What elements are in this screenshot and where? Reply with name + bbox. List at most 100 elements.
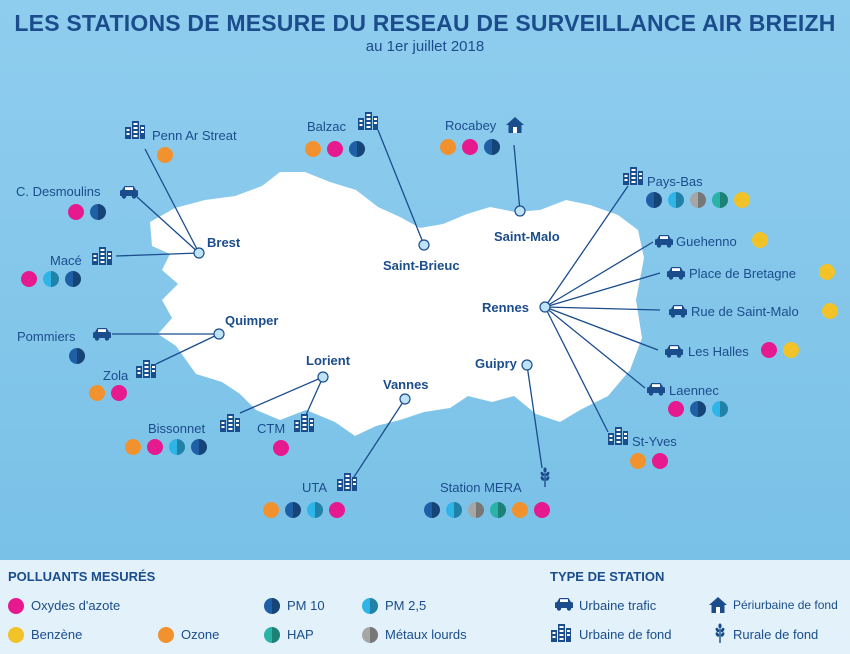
city-dot-quimper [213, 328, 225, 340]
city-label-guipry: Guipry [475, 356, 517, 371]
pollutant-dot-nox-station-mera [534, 502, 550, 518]
pollutant-dot-hap-legend [264, 627, 280, 643]
legend-label-periurbaine-fond: Périurbaine de fond [733, 598, 838, 612]
pollutant-dot-pm10-bissonnet [191, 439, 207, 455]
city-dot-saint-brieuc [418, 239, 430, 251]
pollutant-dot-nox-c-desmoulins [68, 204, 84, 220]
pollutant-dot-hap-pays-bas [712, 192, 728, 208]
city-dot-guipry [521, 359, 533, 371]
pollutant-dot-pm10-legend [264, 598, 280, 614]
legend-label-benzene: Benzène [31, 627, 83, 642]
station-label-pays-bas: Pays-Bas [647, 174, 703, 189]
station-label-place-de-bretagne: Place de Bretagne [689, 266, 796, 281]
map-title: LES STATIONS DE MESURE DU RESEAU DE SURV… [14, 10, 836, 36]
wheat-icon [714, 623, 726, 643]
legend-label-urbaine-trafic: Urbaine trafic [579, 598, 657, 613]
pollutant-dot-benzene-place-de-bretagne [819, 264, 835, 280]
pollutant-dot-metaux-legend [362, 627, 378, 643]
pollutant-dot-benzene-legend [8, 627, 24, 643]
pollutant-dot-ozone-st-yves [630, 453, 646, 469]
city-label-lorient: Lorient [306, 353, 351, 368]
legend-pollutants-title: POLLUANTS MESURÉS [8, 569, 156, 584]
pollutant-dot-ozone-bissonnet [125, 439, 141, 455]
city-dot-rennes [539, 301, 551, 313]
city-label-quimper: Quimper [225, 313, 279, 328]
pollutant-dot-ozone-balzac [305, 141, 321, 157]
legend-label-urbaine-fond: Urbaine de fond [579, 627, 672, 642]
pollutant-dot-benzene-guehenno [752, 232, 768, 248]
legend-label-nox: Oxydes d'azote [31, 598, 121, 613]
brittany-landmass [150, 172, 644, 436]
pollutant-dot-pm25-pays-bas [668, 192, 684, 208]
pollutant-dot-ozone-legend [158, 627, 174, 643]
station-label-balzac: Balzac [307, 119, 347, 134]
legend-station-title: TYPE DE STATION [550, 569, 665, 584]
pollutant-dot-pm25-legend [362, 598, 378, 614]
pollutant-dot-nox-legend [8, 598, 24, 614]
legend-label-rurale-fond: Rurale de fond [733, 627, 819, 642]
city-label-saint-brieuc: Saint-Brieuc [383, 258, 460, 273]
station-label-laennec: Laennec [669, 383, 719, 398]
station-label-ctm: CTM [257, 421, 286, 436]
station-label-uta: UTA [302, 480, 328, 495]
pollutant-dot-pm25-bissonnet [169, 439, 185, 455]
pollutant-dot-pm10-station-mera [424, 502, 440, 518]
city-dot-brest [193, 247, 205, 259]
station-label-c-desmoulins: C. Desmoulins [16, 184, 101, 199]
legend-label-ozone: Ozone [181, 627, 220, 642]
pollutant-dot-benzene-rue-de-saint-malo [822, 303, 838, 319]
city-label-saint-malo: Saint-Malo [494, 229, 560, 244]
map-subtitle: au 1er juillet 2018 [365, 38, 485, 55]
station-label-station-mera: Station MERA [440, 480, 522, 495]
pollutant-dot-nox-st-yves [652, 453, 668, 469]
pollutant-dot-pm10-balzac [349, 141, 365, 157]
pollutant-dot-nox-balzac [327, 141, 343, 157]
legend-label-metaux: Métaux lourds [385, 627, 467, 642]
pollutant-dots [21, 139, 838, 518]
pollutant-dot-nox-les-halles [761, 342, 777, 358]
station-label-zola: Zola [103, 368, 129, 383]
city-label-vannes: Vannes [383, 377, 429, 392]
legend-label-pm25: PM 2,5 [385, 598, 427, 613]
pollutant-dot-pm10-pommiers [69, 348, 85, 364]
pollutant-dot-pm10-c-desmoulins [90, 204, 106, 220]
station-label-bissonnet: Bissonnet [148, 421, 206, 436]
legend-label-pm10: PM 10 [287, 598, 325, 613]
pollutant-dot-nox-mace [21, 271, 37, 287]
legend-label-hap: HAP [287, 627, 314, 642]
city-dot-vannes [399, 393, 411, 405]
pollutant-dot-ozone-station-mera [512, 502, 528, 518]
building-icon [551, 624, 571, 642]
car-icon [555, 598, 573, 611]
house-icon [709, 597, 727, 613]
pollutant-dot-nox-uta [329, 502, 345, 518]
pollutant-dot-nox-zola [111, 385, 127, 401]
city-label-brest: Brest [207, 235, 241, 250]
pollutant-dot-ozone-penn-ar-streat [157, 147, 173, 163]
pollutant-dot-ozone-uta [263, 502, 279, 518]
pollutant-dot-nox-laennec [668, 401, 684, 417]
pollutant-dot-pm10-laennec [690, 401, 706, 417]
legend-symbols [8, 597, 727, 643]
pollutant-dot-pm10-uta [285, 502, 301, 518]
city-dot-lorient [317, 371, 329, 383]
pollutant-dot-metaux-pays-bas [690, 192, 706, 208]
station-label-les-halles: Les Halles [688, 344, 749, 359]
pollutant-dot-pm10-rocabey [484, 139, 500, 155]
pollutant-dot-pm10-pays-bas [646, 192, 662, 208]
pollutant-dot-metaux-station-mera [468, 502, 484, 518]
pollutant-dot-pm10-mace [65, 271, 81, 287]
station-label-penn-ar-streat: Penn Ar Streat [152, 128, 237, 143]
pollutant-dot-pm25-uta [307, 502, 323, 518]
city-dot-saint-malo [514, 205, 526, 217]
pollutant-dot-nox-rocabey [462, 139, 478, 155]
station-label-rocabey: Rocabey [445, 118, 497, 133]
leader-lines [112, 129, 661, 481]
station-label-st-yves: St-Yves [632, 434, 677, 449]
city-points [193, 205, 551, 405]
legend-panel: POLLUANTS MESURÉS TYPE DE STATION Oxydes… [0, 560, 850, 654]
pollutant-dot-ozone-zola [89, 385, 105, 401]
pollutant-dot-pm25-mace [43, 271, 59, 287]
station-label-pommiers: Pommiers [17, 329, 76, 344]
